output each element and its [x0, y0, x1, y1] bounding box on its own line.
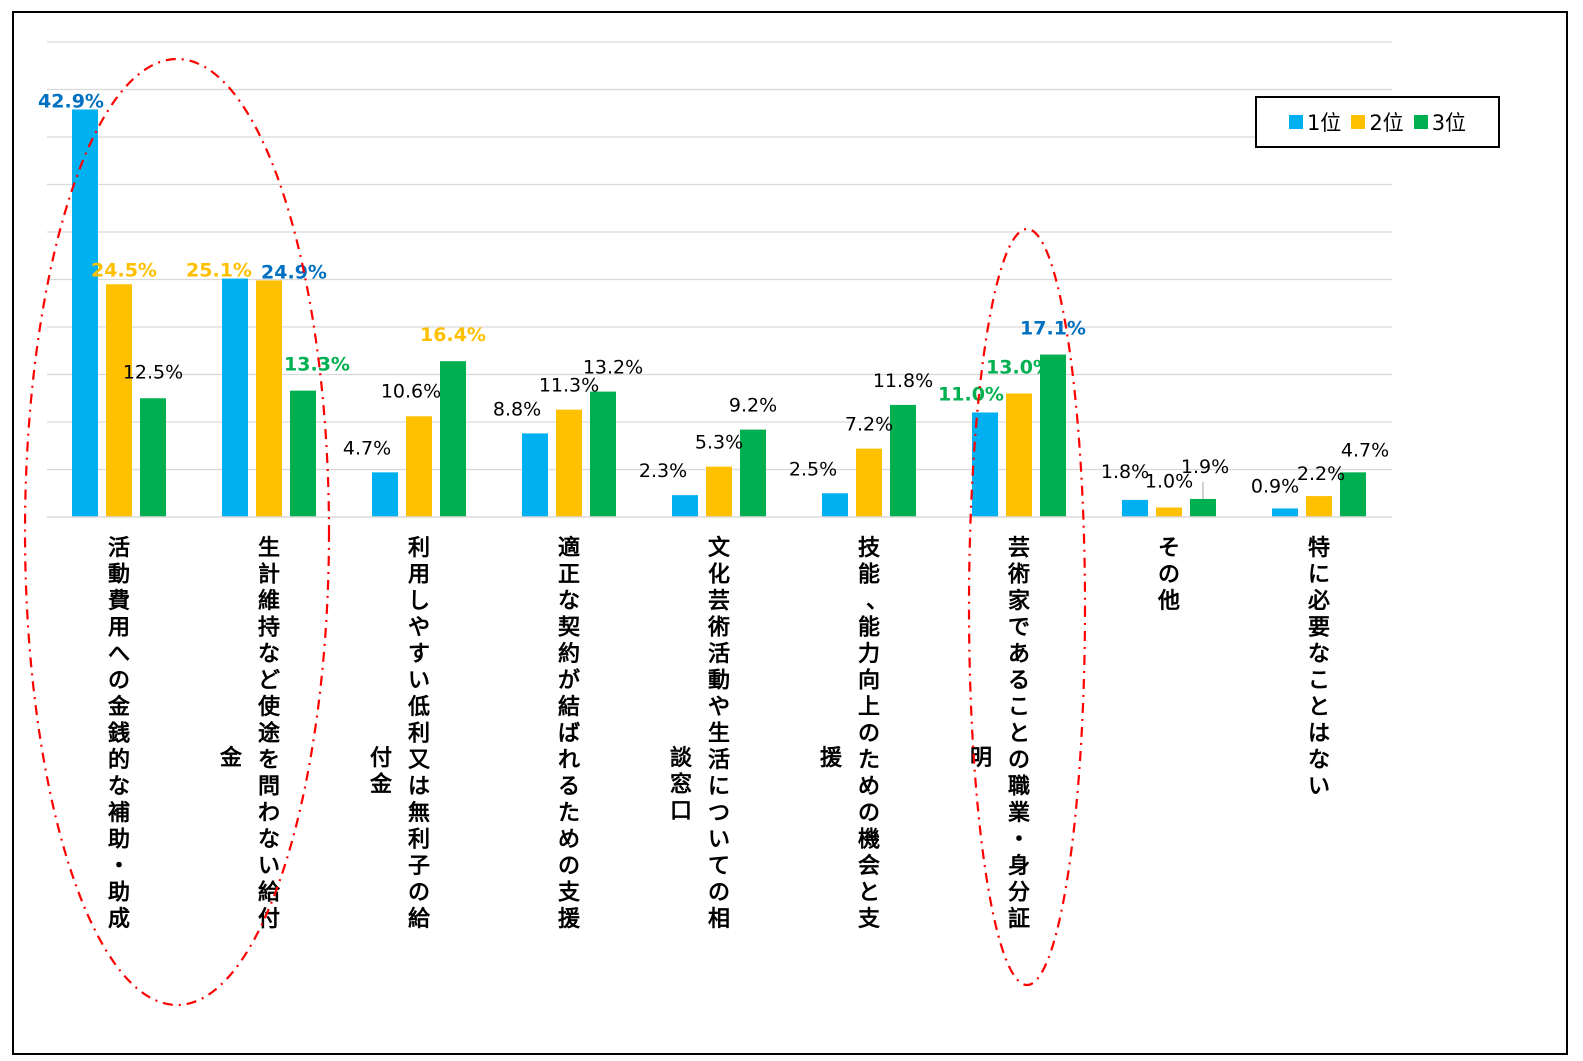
value-label-series2-cat8: 1.0%: [1145, 471, 1193, 493]
bar-series3-cat9: [1340, 472, 1366, 517]
legend: 1位 2位 3位: [1255, 96, 1500, 148]
category-label-2: 生計維持など使途を問わない給付金: [219, 536, 281, 932]
legend-item-1: 1位: [1288, 107, 1342, 137]
category-label-1: 活動費用への金銭的な補助・助成: [107, 536, 131, 932]
category-label-3: 利用しやすい低利又は無利子の給付金: [369, 536, 431, 932]
value-label-series3-cat8: 1.9%: [1181, 456, 1229, 478]
bar-series1-cat3: [372, 472, 398, 517]
bar-series1-cat1: [72, 109, 98, 517]
value-label-series1-cat5: 2.3%: [639, 460, 687, 482]
bar-series3-cat7: [1040, 354, 1066, 517]
bar-series2-cat2: [256, 280, 282, 517]
value-label-series1-cat4: 8.8%: [493, 398, 541, 420]
chart-frame: [12, 11, 1568, 1055]
value-label-series1-cat8: 1.8%: [1101, 461, 1149, 483]
value-label-series1-cat7: 11.0%: [938, 384, 1004, 406]
legend-label-1: 1位: [1306, 111, 1342, 135]
legend-label-3: 3位: [1431, 111, 1467, 135]
bar-series2-cat3: [406, 416, 432, 517]
bar-series1-cat5: [672, 495, 698, 517]
value-label-series1-cat1: 42.9%: [38, 90, 104, 112]
bar-series3-cat5: [740, 429, 766, 517]
bar-series2-cat8: [1156, 507, 1182, 517]
legend-item-2: 2位: [1351, 107, 1404, 137]
value-label-series2-cat6: 7.2%: [845, 414, 893, 436]
bar-series3-cat3: [440, 361, 466, 517]
value-label-series3-cat6: 11.8%: [873, 370, 933, 392]
value-label-series3-cat4: 13.2%: [583, 357, 643, 379]
value-label-series2-cat7: 13.0%: [986, 357, 1052, 379]
bar-series3-cat1: [140, 398, 166, 517]
legend-swatch-2: [1351, 115, 1366, 129]
value-label-series2-cat4: 11.3%: [539, 375, 599, 397]
legend-label-2: 2位: [1369, 111, 1404, 135]
bar-series3-cat6: [890, 404, 916, 517]
value-label-series1-cat6: 2.5%: [789, 458, 837, 480]
value-label-series3-cat5: 9.2%: [729, 395, 777, 417]
value-label-series3-cat3: 16.4%: [420, 324, 486, 346]
legend-swatch-1: [1288, 115, 1303, 129]
value-label-series2-cat5: 5.3%: [695, 432, 743, 454]
category-label-4: 適正な契約が結ばれるための支援: [557, 535, 581, 932]
bar-series2-cat1: [106, 284, 132, 517]
bar-series1-cat2: [222, 278, 248, 517]
value-label-series2-cat3: 10.6%: [381, 380, 441, 402]
value-label-series1-cat9: 0.9%: [1251, 475, 1299, 497]
legend-swatch-3: [1413, 115, 1428, 129]
category-label-7: 芸術家であることの職業・身分証明: [970, 535, 1031, 932]
bar-series2-cat4: [556, 409, 582, 517]
category-label-9: 特に必要なことはない: [1308, 535, 1330, 800]
category-label-5: 文化芸術活動や生活についての相談窓口: [670, 535, 731, 932]
value-label-series1-cat2: 25.1%: [186, 260, 252, 282]
value-label-series1-cat3: 4.7%: [343, 437, 391, 459]
bar-series1-cat4: [522, 433, 548, 517]
bar-series2-cat5: [706, 466, 732, 517]
value-label-series2-cat2: 24.9%: [261, 261, 327, 283]
value-label-series3-cat9: 4.7%: [1341, 439, 1389, 461]
bar-series2-cat6: [856, 448, 882, 517]
bar-series1-cat7: [972, 412, 998, 517]
bar-series3-cat8: [1190, 498, 1216, 517]
highlight-ellipse-1: [23, 57, 331, 1007]
value-label-series2-cat9: 2.2%: [1297, 463, 1345, 485]
bar-series2-cat7: [1006, 393, 1032, 517]
bar-series1-cat9: [1272, 508, 1298, 517]
bar-series3-cat4: [590, 391, 616, 517]
category-label-6: 技能、能力向上のための機会と支援: [820, 536, 888, 932]
value-label-series3-cat2: 13.3%: [284, 354, 350, 376]
legend-item-3: 3位: [1413, 107, 1467, 137]
bar-series1-cat8: [1122, 499, 1148, 517]
bar-series1-cat6: [822, 493, 848, 517]
value-label-series3-cat1: 12.5%: [123, 361, 183, 383]
bar-series3-cat2: [290, 390, 316, 517]
value-label-series2-cat1: 24.5%: [91, 259, 157, 281]
value-label-series3-cat7: 17.1%: [1020, 318, 1086, 340]
bar-series2-cat9: [1306, 496, 1332, 517]
highlight-ellipse-2: [967, 227, 1087, 987]
category-label-8: その他: [1157, 536, 1180, 614]
